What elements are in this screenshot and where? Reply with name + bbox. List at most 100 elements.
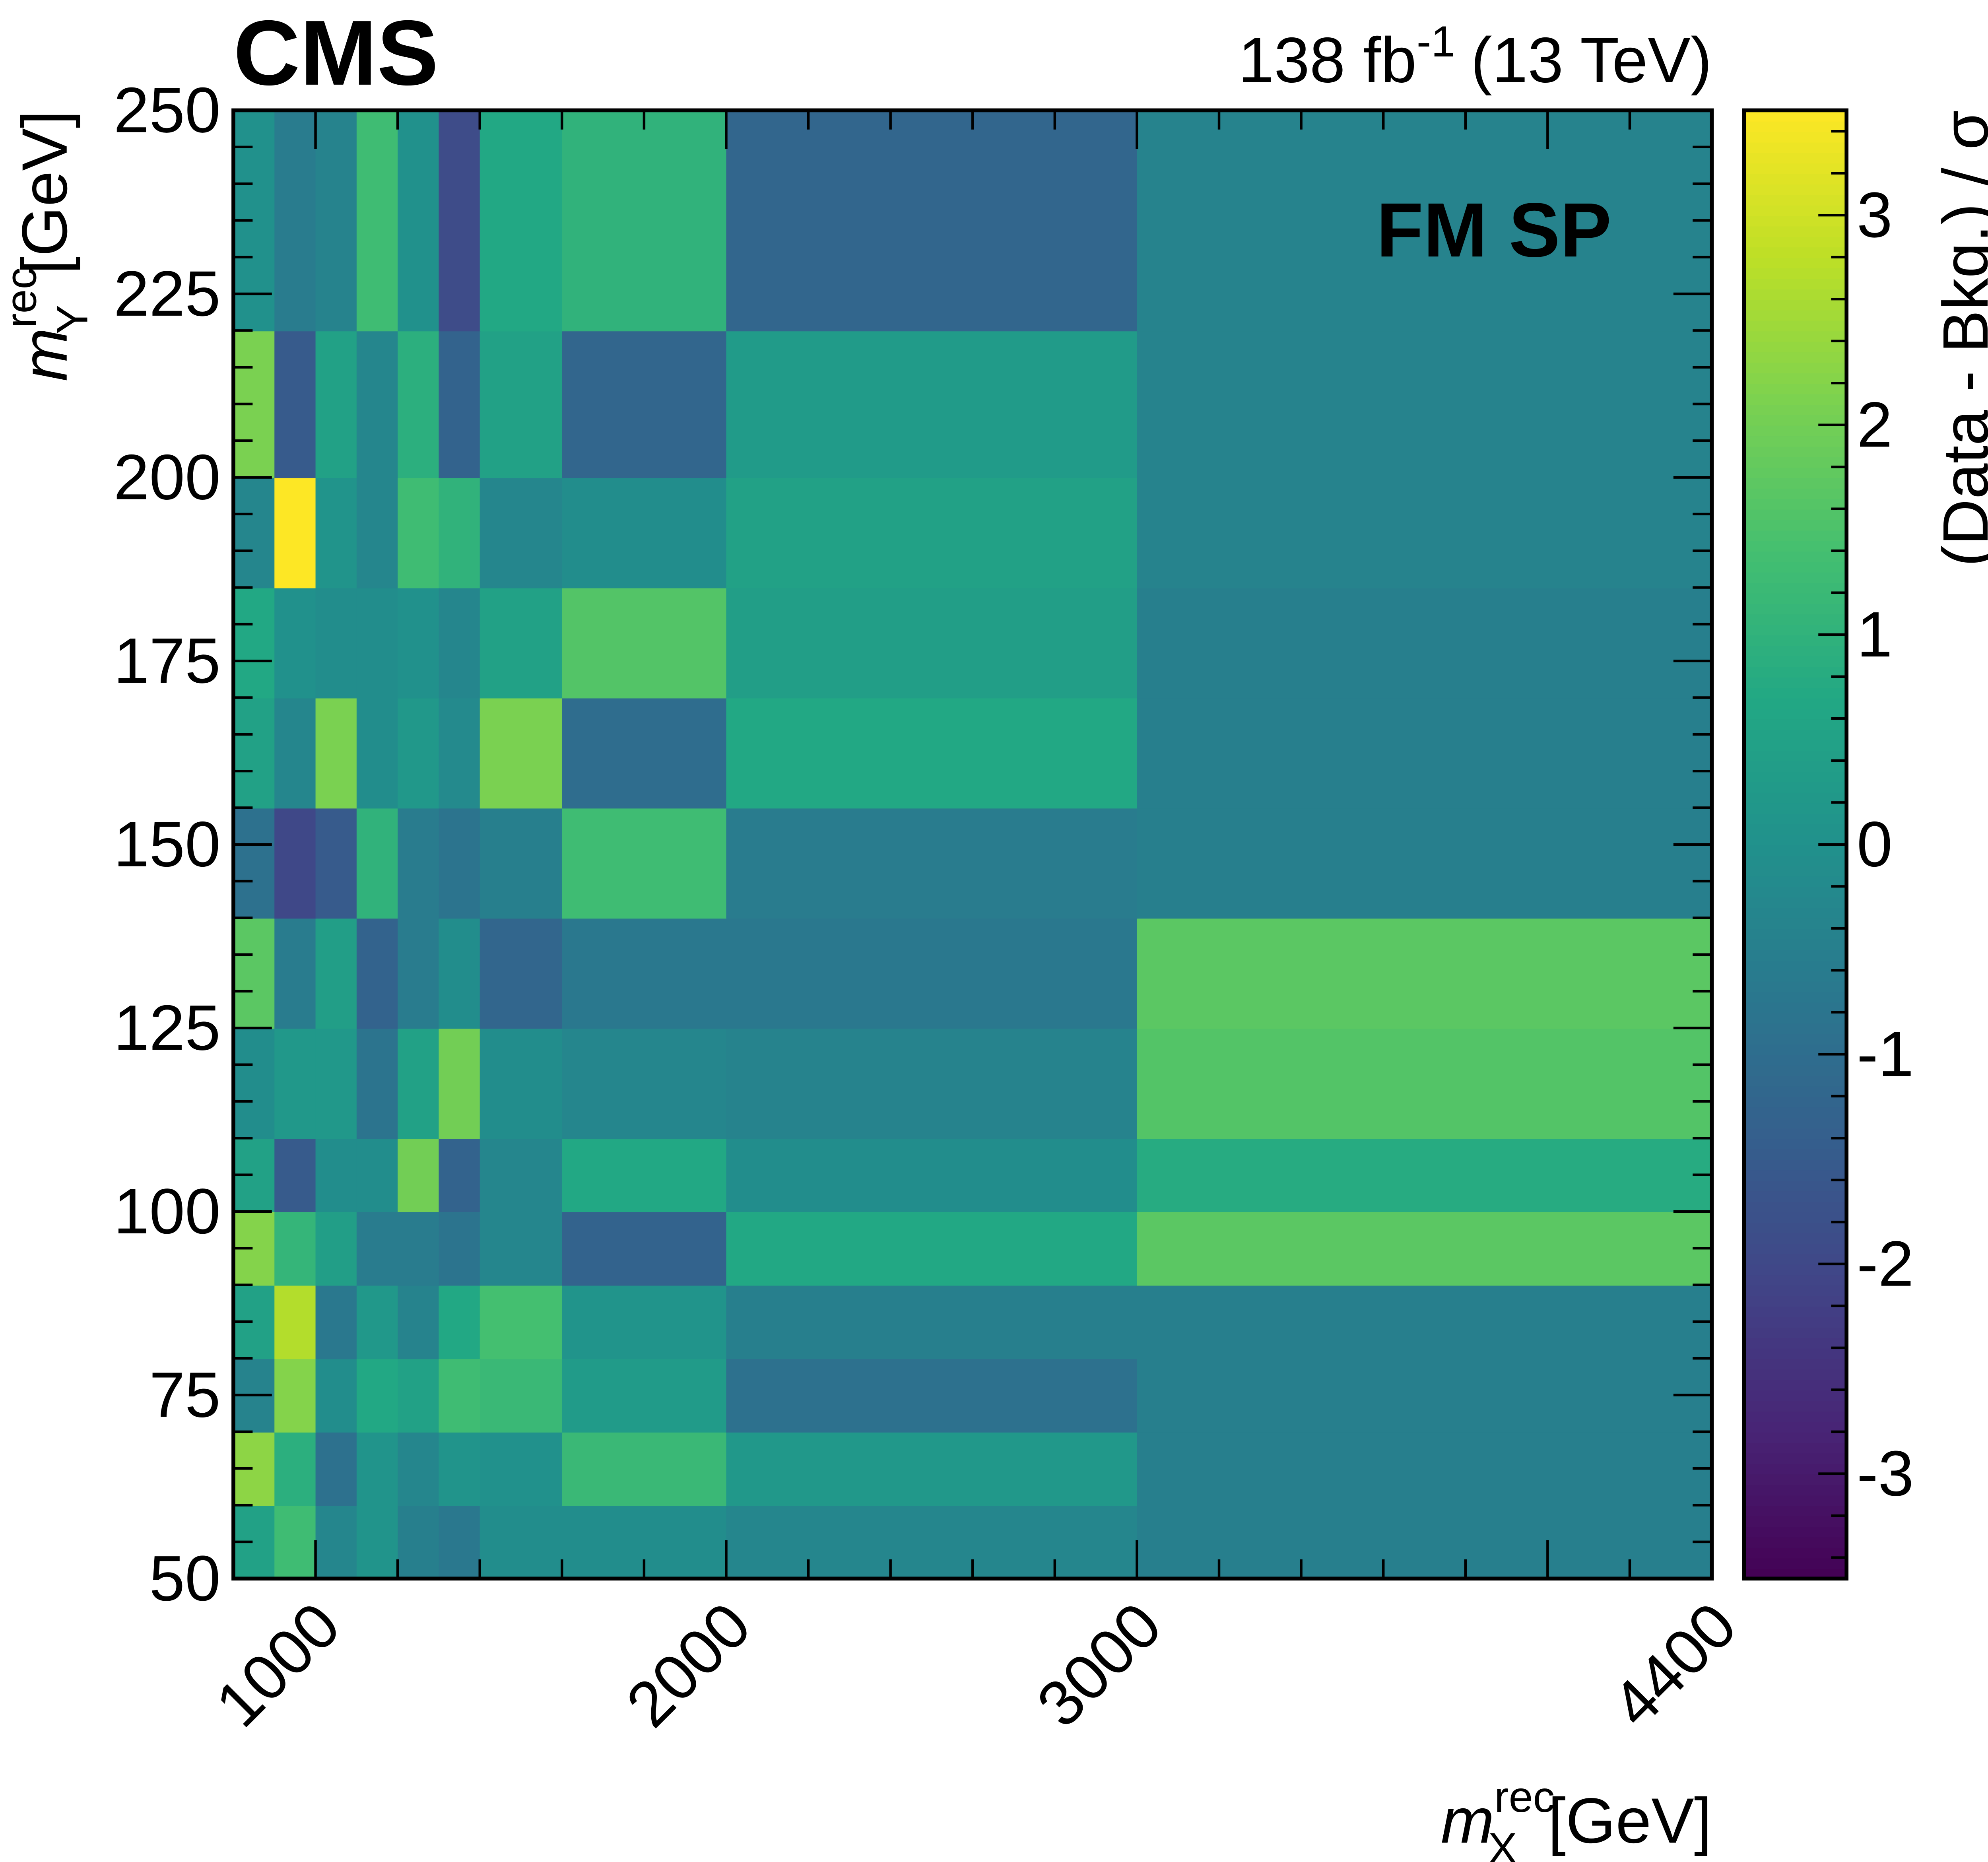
colorbar-segment: [1744, 1474, 1847, 1485]
heatmap-cell: [356, 1431, 399, 1506]
colorbar-segment: [1744, 1096, 1847, 1108]
y-tick-label: 150: [114, 809, 221, 880]
colorbar-segment: [1744, 1358, 1847, 1370]
heatmap-cell: [398, 1211, 440, 1286]
colorbar-segment: [1744, 1064, 1847, 1076]
colorbar-segment: [1744, 551, 1847, 562]
heatmap-cell: [726, 330, 1138, 478]
heatmap-cell: [562, 1211, 727, 1286]
heatmap-cell: [439, 1431, 481, 1506]
colorbar-segment: [1744, 718, 1847, 730]
heatmap-cell: [480, 1358, 563, 1433]
colorbar-segment: [1744, 708, 1847, 720]
colorbar-segment: [1744, 1180, 1847, 1192]
colorbar-tick-label: 3: [1857, 179, 1893, 251]
colorbar-segment: [1744, 1337, 1847, 1349]
colorbar-segment: [1744, 1505, 1847, 1516]
colorbar-segment: [1744, 131, 1847, 143]
heatmap-cell: [726, 697, 1138, 809]
x-tick-label: 1000: [202, 1589, 353, 1741]
y-tick-label: 100: [114, 1176, 221, 1247]
colorbar-segment: [1744, 844, 1847, 856]
heatmap-cell: [439, 1358, 481, 1433]
colorbar-segment: [1744, 320, 1847, 332]
heatmap-cell: [726, 587, 1138, 699]
heatmap-cell: [356, 587, 399, 699]
colorbar-segment: [1744, 939, 1847, 950]
heatmap-cell: [480, 587, 563, 699]
heatmap-cell: [398, 1505, 440, 1580]
y-label-sub: Y: [48, 305, 97, 334]
heatmap-cell: [562, 330, 727, 478]
heatmap-cell: [356, 1138, 399, 1212]
heatmap-cell: [439, 1505, 481, 1580]
heatmap-cell: [398, 1358, 440, 1433]
heatmap-cell: [315, 1505, 357, 1580]
colorbar-segment: [1744, 740, 1847, 751]
colorbar-segment: [1744, 404, 1847, 416]
heatmap-cell: [233, 808, 276, 919]
heatmap-cell: [356, 477, 399, 588]
colorbar-segment: [1744, 687, 1847, 699]
colorbar-tick-label: 1: [1857, 599, 1893, 670]
heatmap-cell: [398, 110, 440, 332]
y-tick-label: 125: [114, 992, 221, 1064]
colorbar-segment: [1744, 1515, 1847, 1527]
colorbar-segment: [1744, 813, 1847, 824]
colorbar-segment: [1744, 635, 1847, 646]
colorbar-segment: [1744, 1369, 1847, 1380]
heatmap-cell: [315, 587, 357, 699]
heatmap-cell: [233, 1028, 276, 1139]
colorbar-segment: [1744, 498, 1847, 510]
heatmap-cell: [274, 477, 316, 588]
colorbar-segment: [1744, 1002, 1847, 1013]
heatmap-cell: [1137, 1028, 1713, 1139]
colorbar-segment: [1744, 288, 1847, 300]
colorbar: [1744, 110, 1847, 1580]
colorbar-frame: [1742, 108, 1849, 1581]
colorbar-segment: [1744, 362, 1847, 373]
colorbar-segment: [1744, 1190, 1847, 1202]
colorbar-segment: [1744, 959, 1847, 971]
heatmap-cell: [726, 808, 1138, 919]
heatmap-cell: [726, 110, 1138, 332]
colorbar-segment: [1744, 1547, 1847, 1559]
colorbar-segment: [1744, 1232, 1847, 1244]
colorbar-segment: [1744, 823, 1847, 835]
colorbar-segment: [1744, 1536, 1847, 1548]
colorbar-segment: [1744, 309, 1847, 321]
colorbar-segment: [1744, 425, 1847, 437]
colorbar-segment: [1744, 530, 1847, 541]
colorbar-segment: [1744, 194, 1847, 206]
heatmap-cell: [562, 587, 727, 699]
colorbar-segment: [1744, 1148, 1847, 1160]
heatmap-cell: [1137, 1431, 1713, 1506]
experiment-label: CMS: [233, 2, 439, 105]
heatmap-cell: [274, 1211, 316, 1286]
heatmap-cell: [439, 477, 481, 588]
colorbar-segment: [1744, 897, 1847, 909]
colorbar-segment: [1744, 1222, 1847, 1233]
heatmap-cell: [274, 808, 316, 919]
heatmap-cell: [480, 1211, 563, 1286]
heatmap-cell: [726, 918, 1138, 1029]
colorbar-segment: [1744, 792, 1847, 804]
heatmap-cell: [439, 1028, 481, 1139]
y-label-symbol: m: [9, 328, 81, 381]
heatmap-cell: [274, 918, 316, 1029]
colorbar-segment: [1744, 278, 1847, 289]
heatmap-cell: [562, 1028, 727, 1139]
heatmap-cell: [726, 477, 1138, 588]
colorbar-segment: [1744, 383, 1847, 394]
colorbar-segment: [1744, 781, 1847, 793]
heatmap-cell: [315, 1028, 357, 1139]
colorbar-segment: [1744, 1452, 1847, 1464]
colorbar-segment: [1744, 1306, 1847, 1317]
heatmap-cell: [398, 587, 440, 699]
colorbar-segment: [1744, 1400, 1847, 1412]
heatmap-cell: [480, 330, 563, 478]
colorbar-segment: [1744, 614, 1847, 625]
colorbar-segment: [1744, 1117, 1847, 1128]
colorbar-segment: [1744, 1557, 1847, 1569]
colorbar-segment: [1744, 1201, 1847, 1212]
